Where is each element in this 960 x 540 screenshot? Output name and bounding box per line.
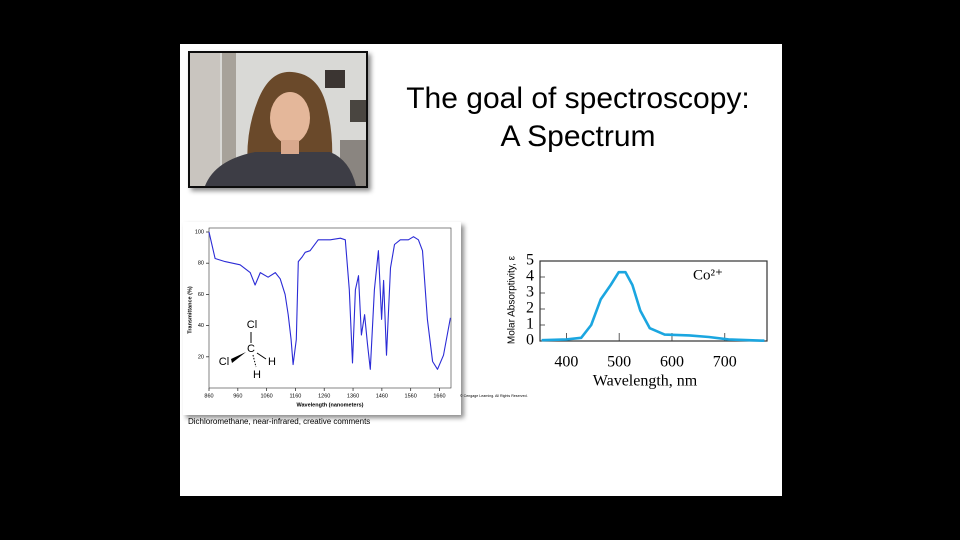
y-tick-label: 80 (198, 261, 204, 267)
y-tick-label: 20 (198, 354, 204, 360)
structure-label: H (253, 369, 261, 381)
plot-frame (539, 260, 768, 342)
annotation: Co²⁺ (693, 267, 723, 283)
credit: © Cengage Learning. All Rights Reserved. (460, 394, 528, 398)
structure-label: Cl (219, 356, 229, 368)
x-tick-label: 500 (607, 354, 631, 371)
caption: Dichloromethane, near-infrared, creative… (188, 417, 370, 426)
y-axis-label: Transmittance (%) (187, 286, 193, 334)
x-tick-label: 1260 (318, 393, 330, 399)
slide-title: The goal of spectroscopy: (406, 82, 750, 115)
y-tick-label: 60 (198, 292, 204, 298)
structure-label: C (247, 343, 255, 355)
bond (231, 352, 246, 363)
x-tick-label: 1460 (376, 393, 388, 399)
spectrum-line (541, 270, 765, 342)
bond (252, 354, 257, 368)
y-tick-label: 4 (526, 268, 534, 285)
y-tick-label: 1 (526, 316, 534, 333)
slide-title: A Spectrum (500, 120, 655, 153)
x-tick-label: 400 (554, 354, 578, 371)
y-tick-label: 3 (526, 284, 534, 301)
y-tick-label: 100 (195, 229, 204, 235)
x-tick-label: 1160 (290, 393, 302, 399)
spectrum-line (208, 231, 451, 370)
x-tick-label: 1560 (405, 393, 417, 399)
y-axis-label: Molar Absorptivity, ε (507, 255, 518, 344)
y-tick-label: 2 (526, 300, 534, 317)
x-tick-label: 860 (204, 393, 213, 399)
figure-frame (183, 222, 461, 415)
structure-label: H (268, 356, 276, 368)
x-tick-label: 1360 (347, 393, 359, 399)
x-tick-label: 1060 (260, 393, 272, 399)
bond (256, 352, 267, 360)
y-tick-label: 0 (526, 332, 534, 349)
x-tick-label: 700 (713, 354, 737, 371)
x-tick-label: 960 (233, 393, 242, 399)
x-axis-label: Wavelength, nm (593, 373, 698, 390)
y-tick-label: 5 (526, 252, 534, 269)
y-tick-label: 40 (198, 323, 204, 329)
webcam (188, 51, 368, 188)
x-tick-label: 1660 (433, 393, 445, 399)
plot-frame (208, 227, 452, 389)
structure-label: Cl (247, 319, 257, 331)
x-axis-label: Wavelength (nanometers) (296, 402, 363, 408)
x-tick-label: 600 (660, 354, 684, 371)
